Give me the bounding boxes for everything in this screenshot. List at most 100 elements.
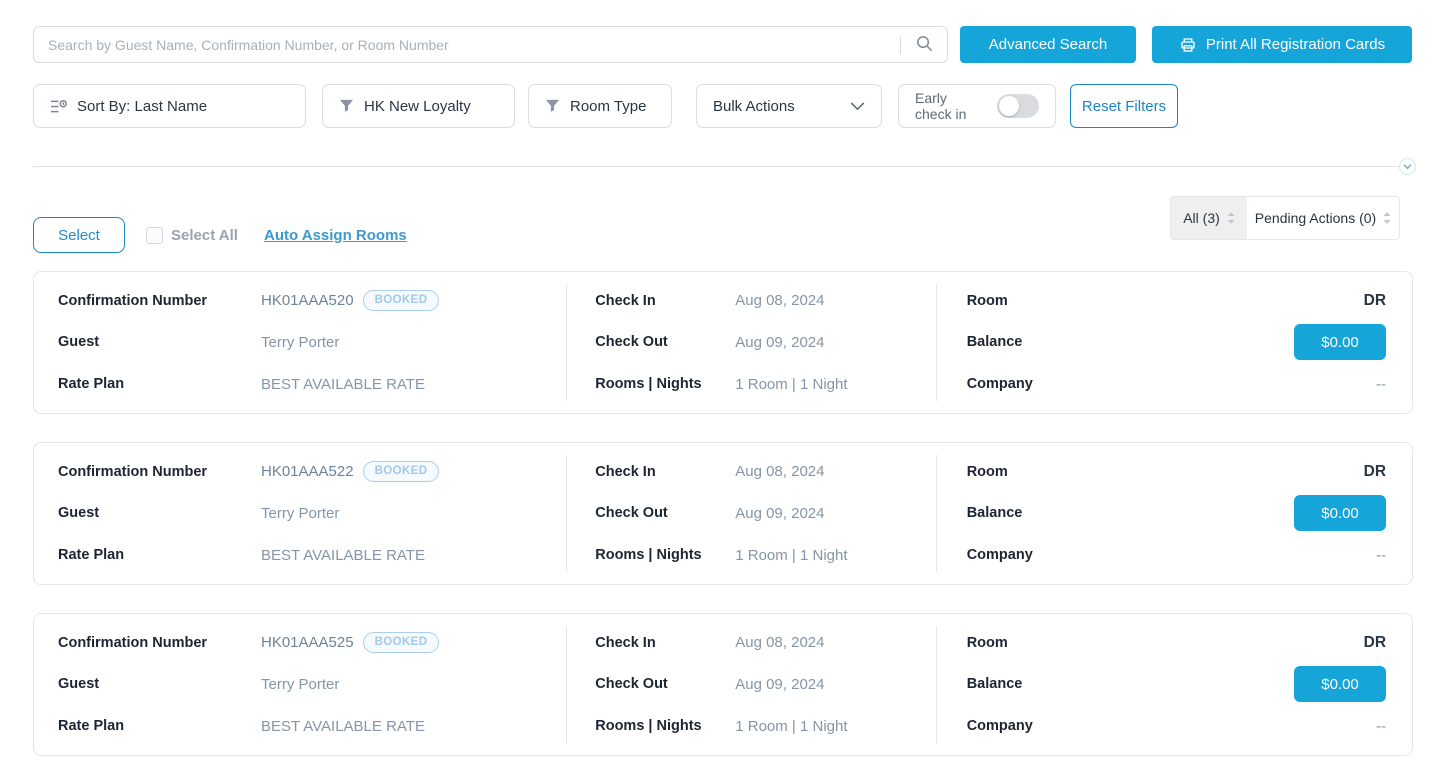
balance-label: Balance	[966, 505, 1023, 522]
guest-value: Terry Porter	[261, 675, 340, 693]
rate-plan-label: Rate Plan	[58, 376, 125, 393]
status-badge: BOOKED	[362, 632, 440, 654]
balance-button[interactable]: $0.00	[1294, 666, 1387, 703]
rate-plan-label: Rate Plan	[58, 718, 125, 735]
confirmation-number-value: HK01AAA522	[261, 463, 354, 481]
rate-plan-value: BEST AVAILABLE RATE	[261, 375, 425, 393]
card-divider	[936, 626, 937, 743]
check-in-label: Check In	[595, 634, 656, 651]
check-out-value: Aug 09, 2024	[735, 333, 825, 351]
guest-label: Guest	[58, 676, 100, 693]
room-label: Room	[966, 463, 1008, 480]
company-label: Company	[966, 376, 1033, 393]
reservation-card[interactable]: Confirmation Number HK01AAA522 BOOKED Gu…	[33, 442, 1413, 585]
search-submit-button[interactable]	[901, 27, 947, 62]
reservation-tabs: All (3) Pending Actions (0)	[1170, 196, 1400, 240]
room-label: Room	[966, 292, 1008, 309]
tab-all[interactable]: All (3)	[1171, 197, 1247, 239]
company-value: --	[1376, 546, 1387, 564]
rate-plan-label: Rate Plan	[58, 547, 125, 564]
confirmation-number-value: HK01AAA520	[261, 292, 354, 310]
print-button-label: Print All Registration Cards	[1205, 36, 1386, 53]
guest-label: Guest	[58, 505, 100, 522]
advanced-search-button[interactable]: Advanced Search	[960, 26, 1136, 63]
early-check-in-control: Early check in	[898, 84, 1056, 128]
sort-icon	[50, 99, 67, 114]
reservation-card[interactable]: Confirmation Number HK01AAA525 BOOKED Gu…	[33, 613, 1413, 756]
rooms-nights-value: 1 Room | 1 Night	[735, 717, 848, 735]
room-value: DR	[1363, 633, 1387, 651]
chevron-down-icon	[1403, 163, 1412, 170]
confirmation-number-label: Confirmation Number	[58, 292, 208, 309]
check-in-label: Check In	[595, 292, 656, 309]
search-input[interactable]	[34, 27, 900, 62]
tab-pending-actions[interactable]: Pending Actions (0)	[1247, 197, 1399, 239]
loyalty-filter-label: HK New Loyalty	[364, 97, 471, 115]
printer-icon	[1179, 36, 1197, 54]
rate-plan-value: BEST AVAILABLE RATE	[261, 717, 425, 735]
card-divider	[566, 626, 567, 743]
search-icon	[915, 34, 934, 56]
company-value: --	[1376, 375, 1387, 393]
balance-button[interactable]: $0.00	[1294, 324, 1387, 361]
rooms-nights-label: Rooms | Nights	[595, 718, 702, 735]
early-check-in-label: Early check in	[915, 90, 967, 122]
room-value: DR	[1363, 291, 1387, 309]
filter-funnel-icon	[545, 99, 560, 113]
rooms-nights-value: 1 Room | 1 Night	[735, 546, 848, 564]
bulk-actions-dropdown[interactable]: Bulk Actions	[696, 84, 882, 128]
filter-funnel-icon	[339, 99, 354, 113]
room-type-filter[interactable]: Room Type	[528, 84, 672, 128]
check-in-value: Aug 08, 2024	[735, 634, 825, 652]
card-divider	[566, 455, 567, 572]
status-badge: BOOKED	[362, 461, 440, 483]
loyalty-filter[interactable]: HK New Loyalty	[322, 84, 515, 128]
sort-by-label: Sort By: Last Name	[77, 97, 208, 115]
rooms-nights-label: Rooms | Nights	[595, 547, 702, 564]
tab-all-label: All (3)	[1183, 210, 1220, 226]
check-out-label: Check Out	[595, 505, 668, 522]
select-all-label: Select All	[171, 226, 238, 244]
check-out-label: Check Out	[595, 676, 668, 693]
bulk-actions-label: Bulk Actions	[713, 97, 795, 115]
toggle-knob	[999, 96, 1019, 116]
search-bar	[33, 26, 948, 63]
card-divider	[566, 284, 567, 401]
room-type-filter-label: Room Type	[570, 97, 647, 115]
early-check-in-toggle[interactable]	[997, 94, 1039, 118]
card-divider	[936, 284, 937, 401]
select-all-checkbox[interactable]	[146, 226, 163, 244]
check-out-value: Aug 09, 2024	[735, 504, 825, 522]
sort-by-dropdown[interactable]: Sort By: Last Name	[33, 84, 306, 128]
search-separator	[900, 35, 901, 54]
print-all-registration-cards-button[interactable]: Print All Registration Cards	[1152, 26, 1412, 63]
check-out-value: Aug 09, 2024	[735, 675, 825, 693]
rate-plan-value: BEST AVAILABLE RATE	[261, 546, 425, 564]
auto-assign-rooms-link[interactable]: Auto Assign Rooms	[263, 226, 407, 244]
balance-button[interactable]: $0.00	[1294, 495, 1387, 532]
check-in-value: Aug 08, 2024	[735, 463, 825, 481]
reset-filters-button[interactable]: Reset Filters	[1070, 84, 1178, 128]
confirmation-number-label: Confirmation Number	[58, 463, 208, 480]
select-button[interactable]: Select	[33, 217, 125, 253]
check-out-label: Check Out	[595, 334, 668, 351]
room-value: DR	[1363, 462, 1387, 480]
rooms-nights-label: Rooms | Nights	[595, 376, 702, 393]
balance-label: Balance	[966, 334, 1023, 351]
company-value: --	[1376, 717, 1387, 735]
room-label: Room	[966, 634, 1008, 651]
sort-arrows-icon	[1383, 212, 1391, 224]
collapse-panel-button[interactable]	[1399, 158, 1416, 175]
selection-toolbar: Select Select All Auto Assign Rooms	[33, 217, 407, 253]
tab-pending-label: Pending Actions (0)	[1254, 210, 1377, 226]
check-in-value: Aug 08, 2024	[735, 292, 825, 310]
company-label: Company	[966, 718, 1033, 735]
section-divider	[33, 166, 1399, 167]
sort-arrows-icon	[1227, 212, 1235, 224]
guest-value: Terry Porter	[261, 333, 340, 351]
card-divider	[936, 455, 937, 572]
guest-label: Guest	[58, 334, 100, 351]
chevron-down-icon	[850, 101, 865, 111]
company-label: Company	[966, 547, 1033, 564]
reservation-card[interactable]: Confirmation Number HK01AAA520 BOOKED Gu…	[33, 271, 1413, 414]
